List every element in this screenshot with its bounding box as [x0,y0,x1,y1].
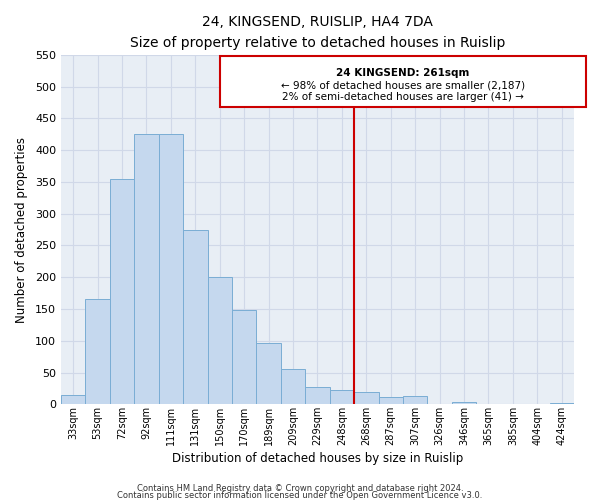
Bar [256,342,281,404]
Bar [354,392,379,404]
Bar [158,134,183,404]
Bar [329,390,354,404]
FancyBboxPatch shape [220,56,586,107]
Bar [61,395,85,404]
Text: 2% of semi-detached houses are larger (41) →: 2% of semi-detached houses are larger (4… [282,92,524,102]
Bar [110,179,134,404]
Bar [403,396,427,404]
Bar [452,402,476,404]
Y-axis label: Number of detached properties: Number of detached properties [15,136,28,322]
Text: Contains HM Land Registry data © Crown copyright and database right 2024.: Contains HM Land Registry data © Crown c… [137,484,463,493]
Title: 24, KINGSEND, RUISLIP, HA4 7DA
Size of property relative to detached houses in R: 24, KINGSEND, RUISLIP, HA4 7DA Size of p… [130,15,505,50]
Bar [305,386,329,404]
Bar [208,278,232,404]
Text: 24 KINGSEND: 261sqm: 24 KINGSEND: 261sqm [336,68,470,78]
Bar [183,230,208,404]
X-axis label: Distribution of detached houses by size in Ruislip: Distribution of detached houses by size … [172,452,463,465]
Bar [550,403,574,404]
Bar [281,370,305,404]
Bar [379,396,403,404]
Text: Contains public sector information licensed under the Open Government Licence v3: Contains public sector information licen… [118,492,482,500]
Bar [232,310,256,404]
Bar [134,134,158,404]
Bar [85,300,110,405]
Text: ← 98% of detached houses are smaller (2,187): ← 98% of detached houses are smaller (2,… [281,80,525,90]
